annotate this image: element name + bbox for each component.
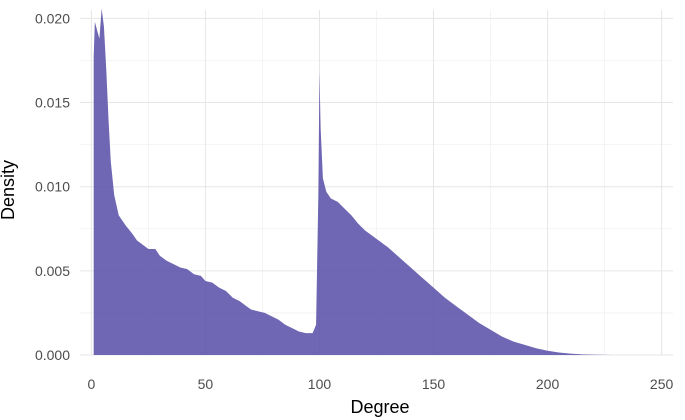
y-tick-label: 0.015 xyxy=(35,95,70,111)
y-tick-labels: 0.000 0.005 0.010 0.015 0.020 xyxy=(35,10,70,363)
x-tick-label: 150 xyxy=(422,376,446,392)
y-tick-label: 0.020 xyxy=(35,10,70,26)
x-tick-label: 100 xyxy=(308,376,332,392)
x-axis-title: Degree xyxy=(350,397,409,417)
density-area xyxy=(93,8,614,355)
y-tick-label: 0.010 xyxy=(35,179,70,195)
density-area-layer xyxy=(93,8,614,355)
x-tick-label: 250 xyxy=(650,376,674,392)
x-tick-label: 50 xyxy=(198,376,214,392)
x-tick-label: 0 xyxy=(88,376,96,392)
y-tick-label: 0.000 xyxy=(35,347,70,363)
y-tick-label: 0.005 xyxy=(35,263,70,279)
y-axis-title: Density xyxy=(0,160,18,220)
x-tick-label: 200 xyxy=(536,376,560,392)
x-tick-labels: 0 50 100 150 200 250 xyxy=(88,376,674,392)
